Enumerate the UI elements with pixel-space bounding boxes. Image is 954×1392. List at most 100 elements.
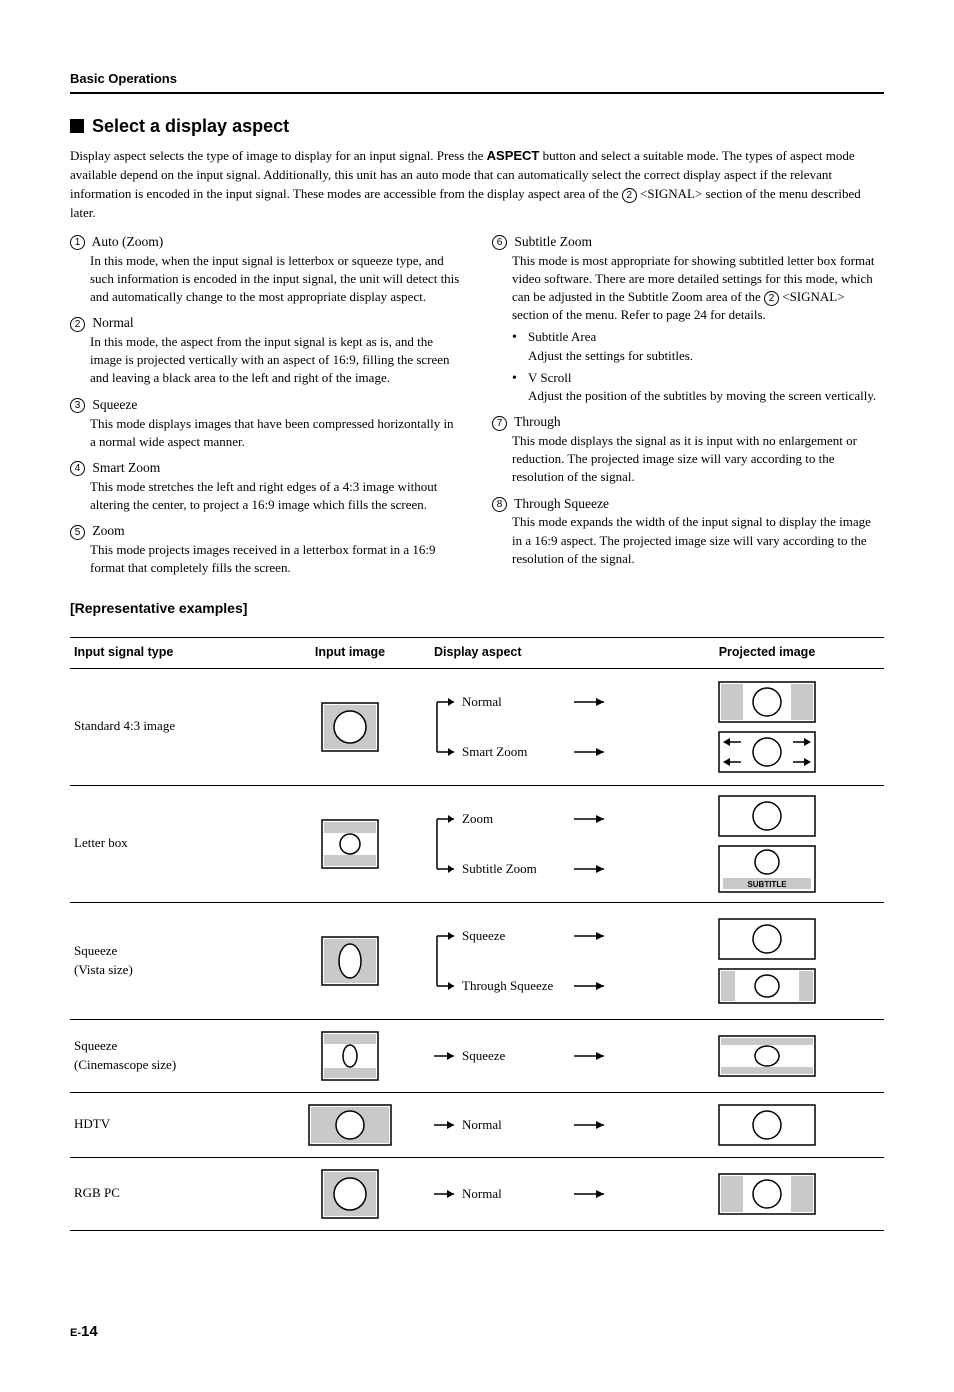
table-header: Input signal type <box>70 638 270 669</box>
aspect-label: Normal <box>462 694 502 709</box>
mode-desc: This mode displays images that have been… <box>90 415 462 451</box>
aspect-label: Normal <box>462 1117 502 1132</box>
bullet-desc: Adjust the position of the subtitles by … <box>528 387 884 405</box>
aspect-button-name: ASPECT <box>487 148 540 163</box>
aspect-cell: Squeeze Through Squeeze <box>430 902 650 1019</box>
section-title-text: Select a display aspect <box>92 116 289 136</box>
bullet-dot-icon: • <box>512 328 528 364</box>
projected-image-icon: SUBTITLE <box>717 844 817 894</box>
mode-title: Normal <box>92 315 133 330</box>
bullet-list: • Subtitle Area Adjust the settings for … <box>512 328 884 405</box>
examples-table: Input signal type Input image Display as… <box>70 637 884 1231</box>
table-row: Standard 4:3 image Normal Smart Zoom <box>70 668 884 785</box>
mode-desc: This mode stretches the left and right e… <box>90 478 462 514</box>
bullet-dot-icon: • <box>512 369 528 405</box>
circle-number-icon: 1 <box>70 235 85 250</box>
signal-type: RGB PC <box>70 1157 270 1230</box>
bullet-label: V Scroll <box>528 369 884 387</box>
table-header: Projected image <box>650 638 884 669</box>
aspect-label: Zoom <box>462 811 493 826</box>
mode-desc: This mode expands the width of the input… <box>512 513 884 568</box>
branch-icon: Zoom Subtitle Zoom <box>434 794 614 894</box>
bullet-label: Subtitle Area <box>528 328 884 346</box>
projected-image-icon <box>717 794 817 838</box>
projected-image-icon <box>717 1034 817 1078</box>
projected-image-cell <box>650 902 884 1019</box>
signal-type: Squeeze (Vista size) <box>70 902 270 1019</box>
aspect-label: Squeeze <box>462 1048 506 1063</box>
projected-image-icon <box>717 917 817 961</box>
circle-number-icon: 2 <box>70 317 85 332</box>
table-row: Squeeze (Vista size) Squeeze <box>70 902 884 1019</box>
projected-image-cell <box>650 1157 884 1230</box>
projected-image-cell <box>650 1092 884 1157</box>
mode-title: Subtitle Zoom <box>514 234 592 249</box>
aspect-label: Normal <box>462 1186 502 1201</box>
mode-item: 1 Auto (Zoom) In this mode, when the inp… <box>70 233 462 306</box>
signal-type: Standard 4:3 image <box>70 668 270 785</box>
projected-image-cell <box>650 1019 884 1092</box>
signal-type: Squeeze (Cinemascope size) <box>70 1019 270 1092</box>
page-header: Basic Operations <box>70 70 884 94</box>
mode-title: Squeeze <box>92 397 137 412</box>
left-column: 1 Auto (Zoom) In this mode, when the inp… <box>70 233 462 586</box>
mode-desc: In this mode, the aspect from the input … <box>90 333 462 388</box>
bullet-item: • V Scroll Adjust the position of the su… <box>512 369 884 405</box>
input-image-icon <box>310 699 390 755</box>
square-bullet-icon <box>70 119 84 133</box>
mode-item: 2 Normal In this mode, the aspect from t… <box>70 314 462 387</box>
projected-image-icon <box>717 1172 817 1216</box>
mode-desc: This mode is most appropriate for showin… <box>512 252 884 325</box>
table-row: RGB PC Normal <box>70 1157 884 1230</box>
bullet-desc: Adjust the settings for subtitles. <box>528 347 884 365</box>
input-image-icon <box>310 1028 390 1084</box>
bullet-item: • Subtitle Area Adjust the settings for … <box>512 328 884 364</box>
section-title: Select a display aspect <box>70 114 884 139</box>
mode-desc: This mode projects images received in a … <box>90 541 462 577</box>
aspect-cell: Squeeze <box>430 1019 650 1092</box>
aspect-label: Subtitle Zoom <box>462 861 537 876</box>
mode-title: Through Squeeze <box>514 496 609 511</box>
input-image-icon <box>310 933 390 989</box>
mode-title: Auto (Zoom) <box>92 234 164 249</box>
projected-image-cell: SUBTITLE <box>650 785 884 902</box>
right-column: 6 Subtitle Zoom This mode is most approp… <box>492 233 884 586</box>
aspect-label: Through Squeeze <box>462 978 554 993</box>
input-image-cell <box>270 785 430 902</box>
aspect-label: Squeeze <box>462 928 506 943</box>
mode-title: Zoom <box>92 523 124 538</box>
mode-title: Through <box>514 414 561 429</box>
intro-paragraph: Display aspect selects the type of image… <box>70 147 884 222</box>
mode-item: 5 Zoom This mode projects images receive… <box>70 522 462 577</box>
aspect-cell: Normal <box>430 1092 650 1157</box>
circle-number-icon: 2 <box>622 188 637 203</box>
mode-desc: In this mode, when the input signal is l… <box>90 252 462 307</box>
mode-item: 8 Through Squeeze This mode expands the … <box>492 495 884 568</box>
aspect-label: Smart Zoom <box>462 744 527 759</box>
input-image-cell <box>270 668 430 785</box>
circle-number-icon: 4 <box>70 461 85 476</box>
projected-image-cell <box>650 668 884 785</box>
signal-type: Letter box <box>70 785 270 902</box>
table-row: Squeeze (Cinemascope size) Squeeze <box>70 1019 884 1092</box>
table-header: Input image <box>270 638 430 669</box>
circle-number-icon: 2 <box>764 291 779 306</box>
mode-item: 6 Subtitle Zoom This mode is most approp… <box>492 233 884 405</box>
branch-icon: Squeeze Through Squeeze <box>434 911 614 1011</box>
table-row: HDTV Normal <box>70 1092 884 1157</box>
aspect-cell: Zoom Subtitle Zoom <box>430 785 650 902</box>
input-image-cell <box>270 902 430 1019</box>
table-row: Letter box Zoom Subtitle Zoom <box>70 785 884 902</box>
arrow-icon: Normal <box>434 1103 614 1147</box>
input-image-cell <box>270 1157 430 1230</box>
input-image-icon <box>310 1166 390 1222</box>
projected-image-icon <box>717 730 817 774</box>
branch-icon: Normal Smart Zoom <box>434 677 614 777</box>
input-image-icon <box>310 816 390 872</box>
mode-item: 7 Through This mode displays the signal … <box>492 413 884 486</box>
table-header: Display aspect <box>430 638 650 669</box>
signal-type: HDTV <box>70 1092 270 1157</box>
intro-pre: Display aspect selects the type of image… <box>70 148 487 163</box>
circle-number-icon: 8 <box>492 497 507 512</box>
input-image-icon <box>305 1101 395 1149</box>
